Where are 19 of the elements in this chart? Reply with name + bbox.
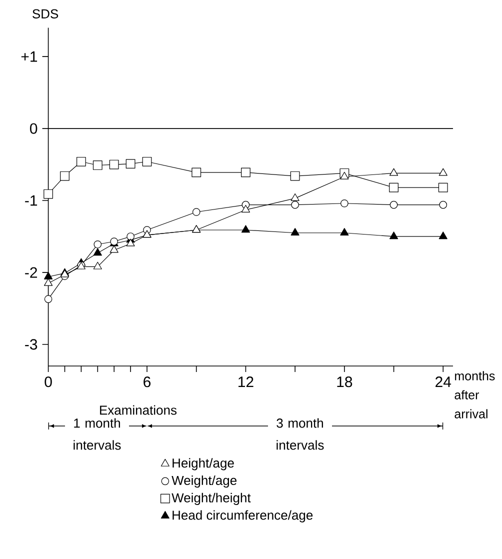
x-tick-label: 0 xyxy=(44,376,52,388)
x-tick-label: 12 xyxy=(238,376,254,388)
y-tick-label: 0 xyxy=(30,123,38,134)
text: 3 month intervals xyxy=(276,418,324,450)
legend-label: Weight/height xyxy=(172,492,251,505)
y-axis-title: SDS xyxy=(32,9,58,18)
legend-label: Head circumference/age xyxy=(172,510,313,522)
y-tick-label: +1 xyxy=(21,51,38,62)
y-tick-label: -1 xyxy=(25,195,38,206)
x-tick-label: 6 xyxy=(144,376,151,388)
legend-label: Weight/age xyxy=(172,475,237,488)
x-axis-title: months after arrival xyxy=(454,371,495,418)
text: 1 month intervals xyxy=(74,418,121,450)
text: Examinations xyxy=(100,405,177,415)
y-tick-label: -3 xyxy=(25,339,38,350)
legend-label: Height/age xyxy=(172,458,234,470)
x-tick-label: 18 xyxy=(337,376,352,388)
x-tick-label: 24 xyxy=(436,376,452,388)
y-tick-label: -2 xyxy=(25,267,38,278)
